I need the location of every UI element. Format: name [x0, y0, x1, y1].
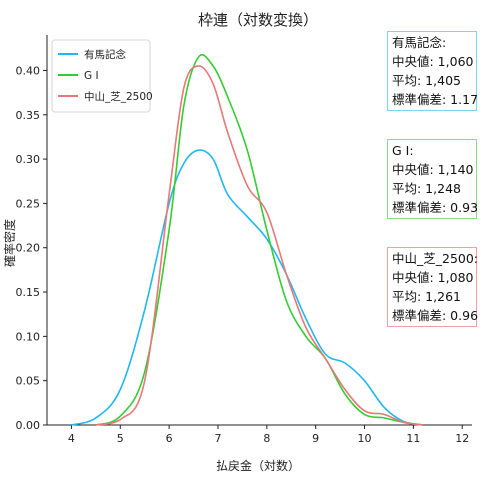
stat-mean: 平均: 1,248: [392, 181, 461, 196]
y-tick-label: 0.00: [16, 419, 41, 432]
y-tick-label: 0.25: [16, 197, 41, 210]
x-tick-label: 5: [117, 432, 124, 445]
stat-title: G I:: [392, 143, 414, 158]
series-line-1: [95, 54, 424, 426]
x-tick-label: 12: [455, 432, 469, 445]
series-line-2: [95, 65, 424, 426]
stat-box-gi: G I: 中央値: 1,140 平均: 1,248 標準偏差: 0.93: [387, 139, 479, 219]
stat-median: 中央値: 1,080: [392, 270, 474, 285]
y-tick-label: 0.30: [16, 153, 41, 166]
x-tick-label: 10: [358, 432, 372, 445]
stat-median: 中央値: 1,060: [392, 54, 474, 69]
y-tick-label: 0.35: [16, 109, 41, 122]
y-tick-label: 0.15: [16, 286, 41, 299]
axes: 4 5 6 7 8 9 10 11 12 0.00 0.05 0.10 0.15 0.20 0.25 0.30…: [16, 35, 472, 445]
legend-box: [51, 39, 151, 113]
stat-mean: 平均: 1,405: [392, 73, 461, 88]
x-axis-label: 払戻金（対数）: [216, 458, 300, 473]
stat-box-arima: 有馬記念: 中央値: 1,060 平均: 1,405 標準偏差: 1.17: [387, 31, 479, 111]
stat-std: 標準偏差: 1.17: [392, 92, 479, 107]
stat-title: 有馬記念:: [392, 35, 447, 50]
chart-title: 枠連（対数変換）: [198, 11, 318, 29]
stat-mean: 平均: 1,261: [392, 289, 461, 304]
x-tick-label: 8: [263, 432, 270, 445]
stat-std: 標準偏差: 0.93: [392, 200, 479, 215]
y-tick-label: 0.05: [16, 375, 41, 388]
x-tick-label: 11: [406, 432, 420, 445]
y-tick-label: 0.10: [16, 330, 41, 343]
x-tick-label: 7: [214, 432, 221, 445]
stat-std: 標準偏差: 0.96: [392, 308, 479, 323]
stat-title: 中山_芝_2500:: [392, 251, 479, 266]
stat-box-nakayama: 中山_芝_2500: 中央値: 1,080 平均: 1,261 標準偏差: 0.…: [387, 247, 479, 327]
x-tick-label: 4: [68, 432, 75, 445]
series-line-0: [71, 149, 424, 426]
legend: 有馬記念 G I 中山_芝_2500: [51, 39, 153, 113]
y-tick-label: 0.40: [16, 64, 41, 77]
x-tick-label: 9: [312, 432, 319, 445]
stat-median: 中央値: 1,140: [392, 162, 474, 177]
x-tick-label: 6: [166, 432, 173, 445]
legend-label: 有馬記念: [84, 48, 126, 61]
legend-label: G I: [84, 70, 99, 82]
plot-lines: [71, 54, 424, 426]
y-axis-label: 確率密度: [2, 219, 17, 267]
y-tick-label: 0.20: [16, 242, 41, 255]
legend-label: 中山_芝_2500: [84, 90, 153, 103]
